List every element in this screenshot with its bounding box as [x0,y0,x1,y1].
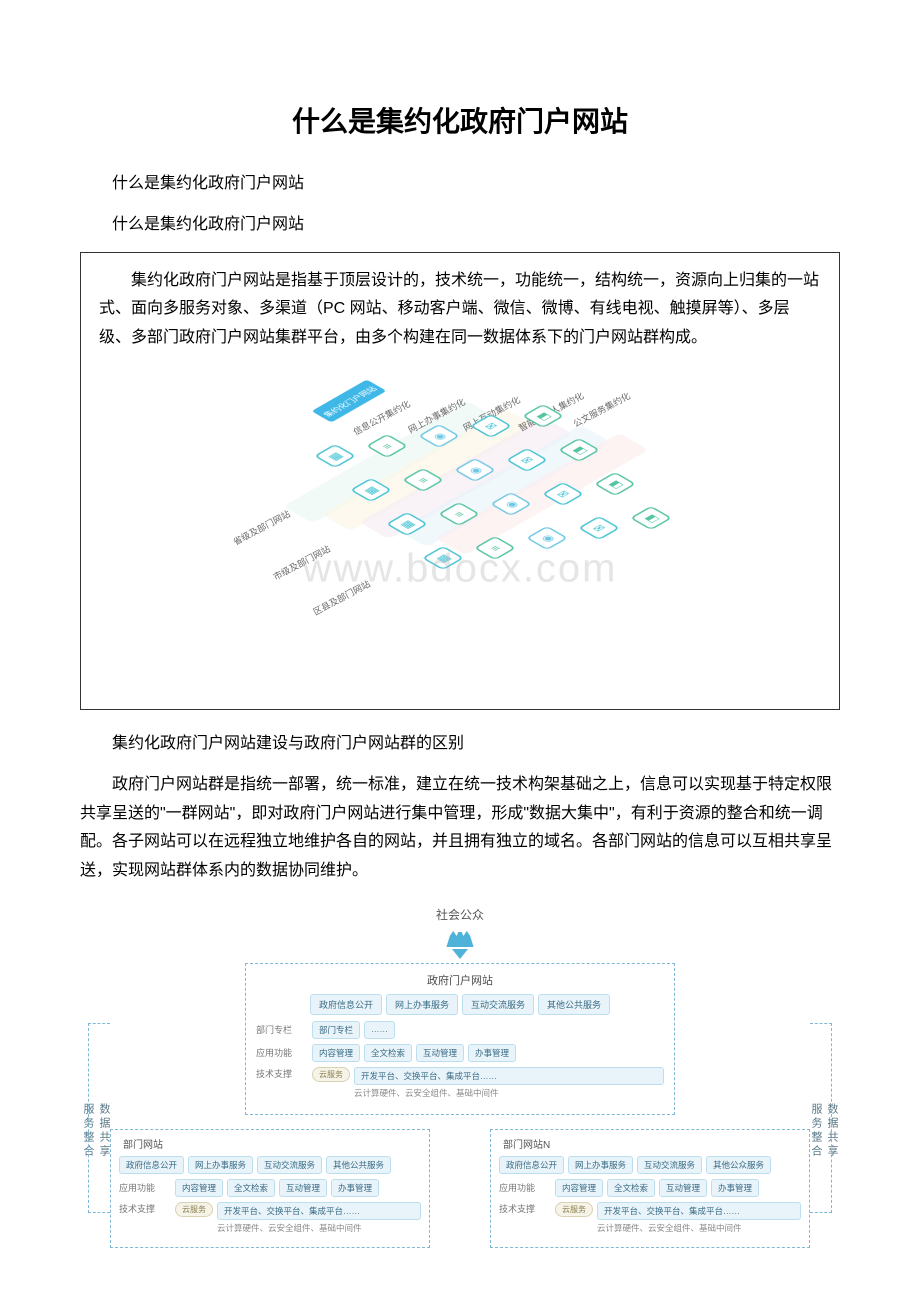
iso-tile: ▦ [314,444,356,468]
chip: …… [364,1021,395,1039]
page-title: 什么是集约化政府门户网站 [80,100,840,140]
dept1-tech-label: 技术支撑 [119,1202,175,1215]
chip: 全文检索 [607,1179,655,1197]
portal-box: 政府门户网站 政府信息公开网上办事服务互动交流服务其他公共服务 部门专栏 部门专… [245,963,675,1115]
people-icon [443,927,477,947]
chip: 部门专栏 [312,1021,360,1039]
definition-box: 集约化政府门户网站是指基于顶层设计的，技术统一，功能统一，结构统一，资源向上归集… [80,252,840,710]
iso-tile: ⬒ [630,506,672,530]
dept1-tech1: 开发平台、交换平台、集成平台…… [217,1202,421,1220]
tech-line-2: 云计算硬件、云安全组件、基础中间件 [354,1087,664,1099]
public-label: 社会公众 [110,906,810,923]
portal-apps-row: 内容管理全文检索互动管理办事管理 [312,1044,664,1062]
dept2-tech-label: 技术支撑 [499,1202,555,1215]
chip: 政府信息公开 [499,1156,564,1174]
portal-services-row: 政府信息公开网上办事服务互动交流服务其他公共服务 [256,994,664,1015]
dept1-apps: 内容管理全文检索互动管理办事管理 [175,1179,421,1197]
chip: 互动交流服务 [637,1156,702,1174]
dept1-services: 政府信息公开网上办事服务互动交流服务其他公共服务 [119,1156,421,1174]
body-paragraph: 政府门户网站群是指统一部署，统一标准，建立在统一技术构架基础之上，信息可以实现基… [80,771,840,886]
chip: 全文检索 [364,1044,412,1062]
dept2-tech2: 云计算硬件、云安全组件、基础中间件 [597,1222,801,1234]
intro-line-1: 什么是集约化政府门户网站 [80,170,840,199]
chip: 其他公共服务 [538,994,610,1015]
intro-line-2: 什么是集约化政府门户网站 [80,211,840,240]
chip: 全文检索 [227,1179,275,1197]
dept1-title: 部门网站 [119,1136,421,1151]
dept2-title: 部门网站N [499,1136,801,1151]
iso-col-label: 省级及部门网站 [231,507,293,548]
chip: 网上办事服务 [386,994,458,1015]
definition-text: 集约化政府门户网站是指基于顶层设计的，技术统一，功能统一，结构统一，资源向上归集… [99,267,821,353]
dept1-app-label: 应用功能 [119,1181,175,1194]
chip: 内容管理 [175,1179,223,1197]
chip: 办事管理 [711,1179,759,1197]
chip: 网上办事服务 [188,1156,253,1174]
chip: 网上办事服务 [568,1156,633,1174]
arrow-down-icon [452,949,468,959]
dept2-tech1: 开发平台、交换平台、集成平台…… [597,1202,801,1220]
chip: 互动管理 [416,1044,464,1062]
chip: 内容管理 [555,1179,603,1197]
isometric-diagram: 集约化门户网站信息公开集约化网上办事集约化网上互动集约化智能提醒人集约化公文服务… [200,371,720,691]
iso-col-label: 市级及部门网站 [271,542,333,583]
dept1-cloud: 云服务 [175,1202,213,1217]
chip: 办事管理 [331,1179,379,1197]
chip: 内容管理 [312,1044,360,1062]
tech-line-1: 开发平台、交换平台、集成平台…… [354,1067,664,1085]
portal-title: 政府门户网站 [256,972,664,988]
chip: 其他公共服务 [326,1156,391,1174]
chip: 互动管理 [659,1179,707,1197]
chip: 政府信息公开 [119,1156,184,1174]
dept2-apps: 内容管理全文检索互动管理办事管理 [555,1179,801,1197]
app-row-label: 应用功能 [256,1046,312,1059]
dept-box-1: 部门网站 政府信息公开网上办事服务互动交流服务其他公共服务 应用功能 内容管理全… [110,1129,430,1248]
chip: 办事管理 [468,1044,516,1062]
chip: 其他公众服务 [706,1156,771,1174]
chip: 互动交流服务 [257,1156,322,1174]
section-heading: 集约化政府门户网站建设与政府门户网站群的区别 [80,730,840,759]
dept2-services: 政府信息公开网上办事服务互动交流服务其他公众服务 [499,1156,801,1174]
dept2-cloud: 云服务 [555,1202,593,1217]
dept-box-2: 部门网站N 政府信息公开网上办事服务互动交流服务其他公众服务 应用功能 内容管理… [490,1129,810,1248]
iso-col-label: 区县及部门网站 [311,577,373,618]
chip: 政府信息公开 [310,994,382,1015]
dept1-tech2: 云计算硬件、云安全组件、基础中间件 [217,1222,421,1234]
portal-columns-row: 部门专栏…… [312,1021,664,1039]
iso-tile: ◉ [526,526,568,550]
chip: 互动交流服务 [462,994,534,1015]
iso-tile: ✉ [578,516,620,540]
columns-row-label: 部门专栏 [256,1023,312,1036]
tech-row-label: 技术支撑 [256,1067,312,1080]
architecture-diagram: 社会公众 服务整合 数据共享 服务整合 数据共享 政府门户网站 政府信息公开网上… [110,906,810,1248]
chip: 互动管理 [279,1179,327,1197]
cloud-pill: 云服务 [312,1067,350,1082]
dept2-app-label: 应用功能 [499,1181,555,1194]
